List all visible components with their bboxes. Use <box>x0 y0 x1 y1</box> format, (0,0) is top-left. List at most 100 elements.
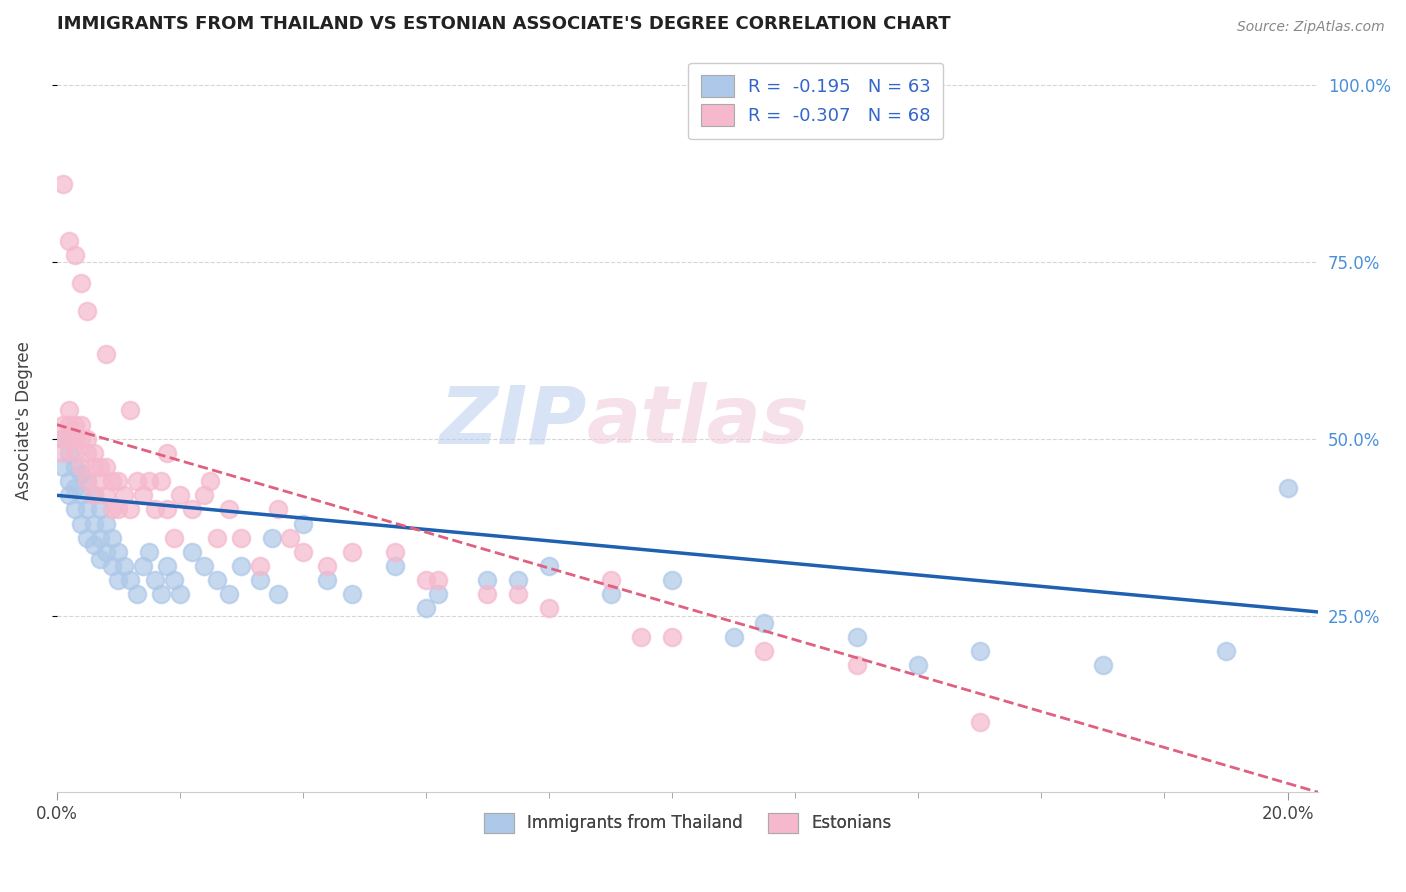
Point <box>477 573 499 587</box>
Point <box>52 417 75 432</box>
Point <box>101 474 124 488</box>
Point <box>969 714 991 729</box>
Point <box>316 573 339 587</box>
Point <box>340 545 363 559</box>
Point <box>52 177 75 191</box>
Point <box>508 573 530 587</box>
Point <box>89 531 111 545</box>
Point <box>101 531 124 545</box>
Point <box>83 538 105 552</box>
Point <box>107 573 129 587</box>
Text: atlas: atlas <box>586 382 810 460</box>
Y-axis label: Associate's Degree: Associate's Degree <box>15 342 32 500</box>
Point <box>231 531 253 545</box>
Point <box>63 446 86 460</box>
Point <box>291 516 314 531</box>
Point <box>58 417 80 432</box>
Point <box>58 474 80 488</box>
Point <box>723 630 745 644</box>
Point <box>156 502 179 516</box>
Point <box>508 587 530 601</box>
Point <box>907 658 929 673</box>
Point <box>218 502 240 516</box>
Point <box>76 304 98 318</box>
Point <box>260 531 283 545</box>
Point <box>150 474 173 488</box>
Point <box>83 446 105 460</box>
Point <box>63 417 86 432</box>
Point <box>156 559 179 574</box>
Point <box>193 488 215 502</box>
Point <box>537 559 560 574</box>
Point <box>107 474 129 488</box>
Point <box>249 559 271 574</box>
Point <box>200 474 222 488</box>
Point <box>316 559 339 574</box>
Point <box>143 573 166 587</box>
Point <box>415 573 437 587</box>
Point <box>537 601 560 615</box>
Point <box>384 545 406 559</box>
Point <box>83 488 105 502</box>
Point <box>94 347 117 361</box>
Point <box>267 502 290 516</box>
Text: ZIP: ZIP <box>439 382 586 460</box>
Point <box>63 481 86 495</box>
Point <box>94 516 117 531</box>
Point <box>83 516 105 531</box>
Point <box>181 545 204 559</box>
Legend: Immigrants from Thailand, Estonians: Immigrants from Thailand, Estonians <box>477 806 898 839</box>
Point <box>94 488 117 502</box>
Point <box>138 474 160 488</box>
Point <box>291 545 314 559</box>
Point <box>427 587 450 601</box>
Text: Source: ZipAtlas.com: Source: ZipAtlas.com <box>1237 20 1385 34</box>
Point <box>969 644 991 658</box>
Point <box>427 573 450 587</box>
Point <box>58 403 80 417</box>
Point <box>754 644 776 658</box>
Point <box>70 488 93 502</box>
Point <box>70 417 93 432</box>
Point <box>231 559 253 574</box>
Point <box>340 587 363 601</box>
Point <box>162 573 184 587</box>
Point <box>280 531 302 545</box>
Point <box>63 432 86 446</box>
Point <box>477 587 499 601</box>
Point <box>52 460 75 475</box>
Point <box>181 502 204 516</box>
Point <box>89 502 111 516</box>
Point <box>169 488 191 502</box>
Point <box>107 502 129 516</box>
Point <box>845 630 868 644</box>
Point <box>76 446 98 460</box>
Point <box>120 403 142 417</box>
Point <box>132 559 155 574</box>
Point <box>58 488 80 502</box>
Point <box>89 460 111 475</box>
Point <box>143 502 166 516</box>
Point <box>218 587 240 601</box>
Point <box>120 573 142 587</box>
Point <box>101 559 124 574</box>
Point <box>1277 481 1299 495</box>
Point <box>70 467 93 481</box>
Point <box>89 474 111 488</box>
Point <box>76 502 98 516</box>
Point <box>63 502 86 516</box>
Point <box>125 474 148 488</box>
Point <box>94 545 117 559</box>
Point <box>52 432 75 446</box>
Point <box>83 488 105 502</box>
Point <box>599 587 621 601</box>
Point <box>120 502 142 516</box>
Point <box>63 248 86 262</box>
Point <box>76 432 98 446</box>
Point <box>83 460 105 475</box>
Point <box>112 488 135 502</box>
Point <box>76 474 98 488</box>
Point <box>76 531 98 545</box>
Point <box>52 446 75 460</box>
Point <box>76 474 98 488</box>
